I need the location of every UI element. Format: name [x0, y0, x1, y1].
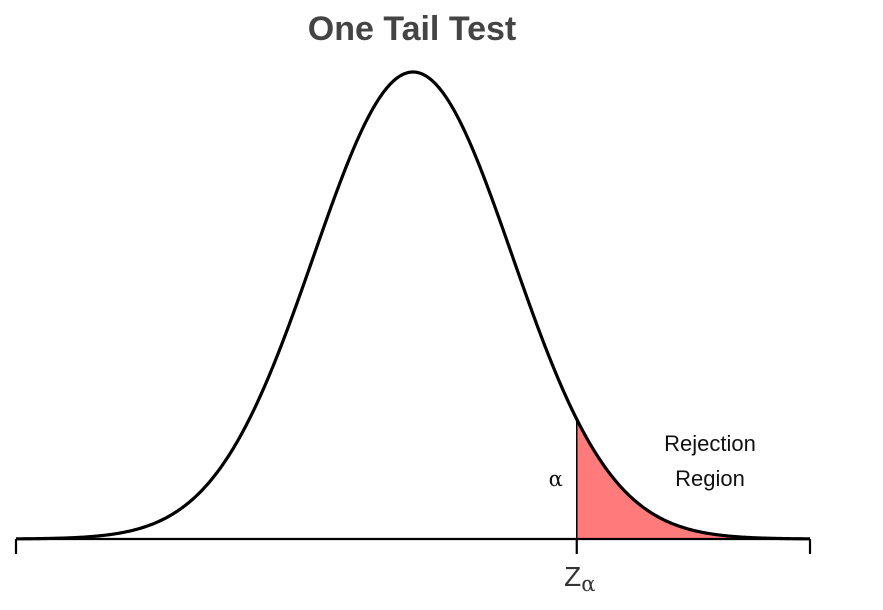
rejection-region-area [576, 419, 810, 539]
rejection-region-label-line-2: Region [675, 466, 745, 491]
normal-density-curve [15, 70, 811, 541]
chart-title: One Tail Test [308, 10, 516, 48]
critical-value-label-main: Z [564, 561, 581, 592]
alpha-label: α [549, 467, 563, 491]
critical-value-label-subscript: α [581, 572, 595, 596]
critical-value-label: Zα [564, 561, 595, 596]
rejection-region-label-line-1: Rejection [664, 431, 756, 456]
